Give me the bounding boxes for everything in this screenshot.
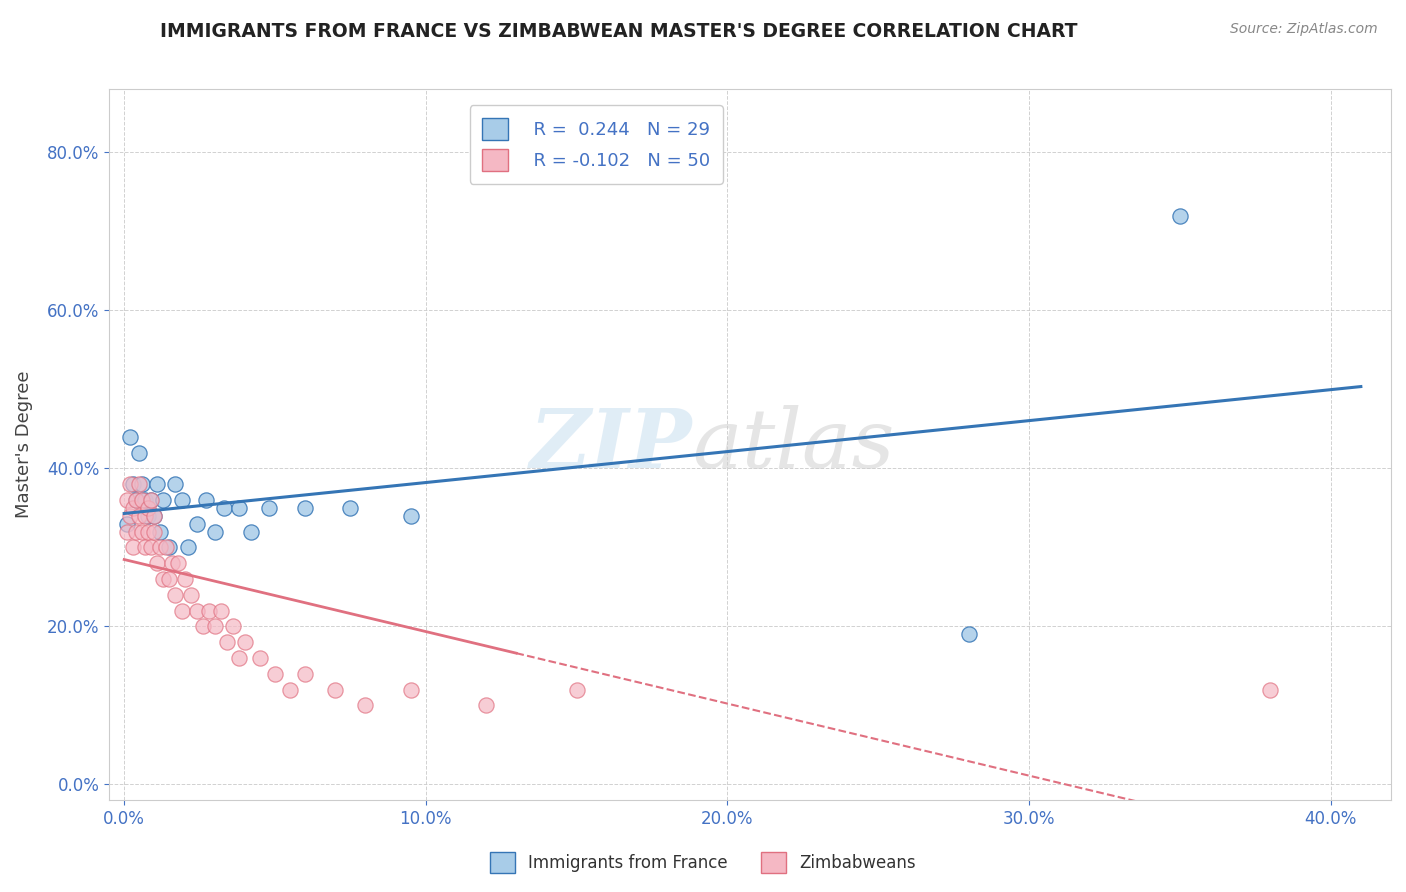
Point — [186, 516, 208, 531]
Point — [180, 588, 202, 602]
Point — [957, 627, 980, 641]
Point — [149, 541, 172, 555]
Point — [141, 541, 163, 555]
Point — [194, 493, 217, 508]
Point — [212, 500, 235, 515]
Point — [141, 493, 163, 508]
Point — [399, 682, 422, 697]
Point — [228, 651, 250, 665]
Point — [294, 666, 316, 681]
Text: IMMIGRANTS FROM FRANCE VS ZIMBABWEAN MASTER'S DEGREE CORRELATION CHART: IMMIGRANTS FROM FRANCE VS ZIMBABWEAN MAS… — [160, 22, 1077, 41]
Text: Source: ZipAtlas.com: Source: ZipAtlas.com — [1230, 22, 1378, 37]
Point — [155, 541, 177, 555]
Point — [120, 430, 142, 444]
Point — [204, 619, 226, 633]
Point — [146, 556, 169, 570]
Point — [143, 508, 166, 523]
Point — [136, 500, 159, 515]
Point — [165, 477, 187, 491]
Point — [136, 524, 159, 539]
Point — [134, 493, 156, 508]
Point — [170, 604, 193, 618]
Point — [141, 493, 163, 508]
Point — [197, 604, 219, 618]
Point — [165, 588, 187, 602]
Point — [186, 604, 208, 618]
Point — [170, 493, 193, 508]
Point — [120, 477, 142, 491]
Point — [128, 445, 150, 459]
Text: ZIP: ZIP — [530, 405, 692, 484]
Y-axis label: Master's Degree: Master's Degree — [15, 371, 32, 518]
Point — [152, 572, 174, 586]
Point — [354, 698, 377, 713]
Point — [146, 477, 169, 491]
Point — [131, 524, 153, 539]
Point — [399, 508, 422, 523]
Point — [176, 541, 198, 555]
Legend: Immigrants from France, Zimbabweans: Immigrants from France, Zimbabweans — [484, 846, 922, 880]
Point — [215, 635, 238, 649]
Point — [134, 508, 156, 523]
Point — [209, 604, 232, 618]
Point — [239, 524, 262, 539]
Point — [159, 572, 181, 586]
Point — [115, 493, 138, 508]
Point — [125, 493, 148, 508]
Point — [159, 541, 181, 555]
Point — [122, 500, 145, 515]
Point — [125, 524, 148, 539]
Point — [115, 516, 138, 531]
Point — [162, 556, 184, 570]
Point — [134, 541, 156, 555]
Point — [339, 500, 361, 515]
Point — [131, 477, 153, 491]
Point — [264, 666, 287, 681]
Point — [152, 493, 174, 508]
Point — [136, 508, 159, 523]
Legend:   R =  0.244   N = 29,   R = -0.102   N = 50: R = 0.244 N = 29, R = -0.102 N = 50 — [470, 105, 723, 184]
Point — [120, 508, 142, 523]
Point — [257, 500, 280, 515]
Point — [204, 524, 226, 539]
Point — [143, 508, 166, 523]
Point — [122, 541, 145, 555]
Point — [143, 524, 166, 539]
Point — [249, 651, 271, 665]
Point — [228, 500, 250, 515]
Point — [1260, 682, 1282, 697]
Point — [565, 682, 588, 697]
Point — [131, 493, 153, 508]
Point — [191, 619, 214, 633]
Point — [167, 556, 190, 570]
Point — [125, 493, 148, 508]
Point — [222, 619, 245, 633]
Point — [122, 477, 145, 491]
Point — [233, 635, 256, 649]
Point — [115, 524, 138, 539]
Point — [278, 682, 301, 697]
Point — [173, 572, 195, 586]
Point — [323, 682, 346, 697]
Point — [128, 477, 150, 491]
Point — [128, 508, 150, 523]
Point — [149, 524, 172, 539]
Point — [1168, 209, 1191, 223]
Text: atlas: atlas — [692, 405, 894, 484]
Point — [475, 698, 498, 713]
Point — [294, 500, 316, 515]
